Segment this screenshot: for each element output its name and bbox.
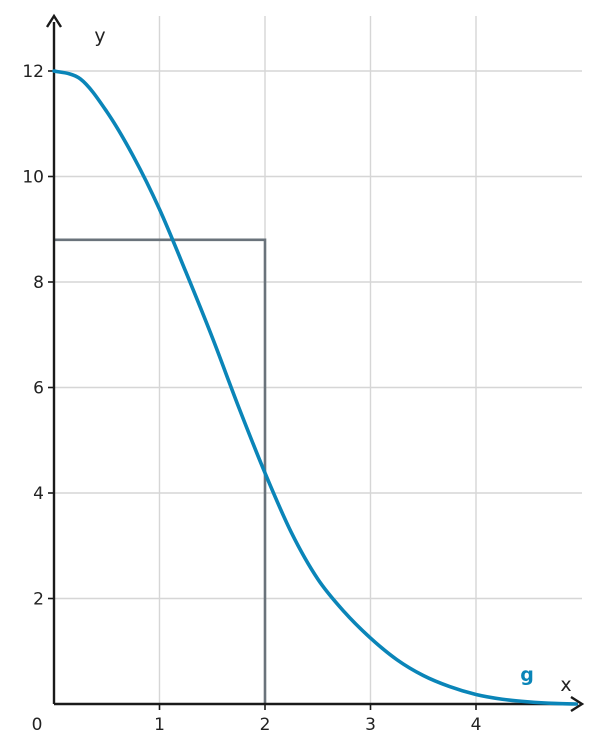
y-tick-label: 2 [33,590,44,610]
y-axis-label: y [94,25,105,47]
y-tick-label: 4 [33,484,44,504]
origin-label: 0 [32,715,43,735]
series-layer [52,69,579,706]
x-axis-label: x [560,674,571,696]
x-axis-arrow-icon [570,695,585,713]
series-line-g [52,69,579,706]
x-tick-label: 1 [154,715,165,735]
y-tick-label: 12 [22,62,44,82]
axes [45,13,585,713]
y-tick-label: 10 [22,168,44,188]
series-label: g [520,664,534,686]
rectangle-outline [54,238,267,704]
x-tick-label: 3 [365,715,376,735]
y-tick-label: 8 [33,273,44,293]
y-tick-label: 6 [33,379,44,399]
y-axis-arrow-icon [45,13,63,28]
x-tick-label: 2 [260,715,271,735]
rectangle-layer [54,238,267,704]
x-tick-label: 4 [471,715,482,735]
grid [54,16,582,704]
